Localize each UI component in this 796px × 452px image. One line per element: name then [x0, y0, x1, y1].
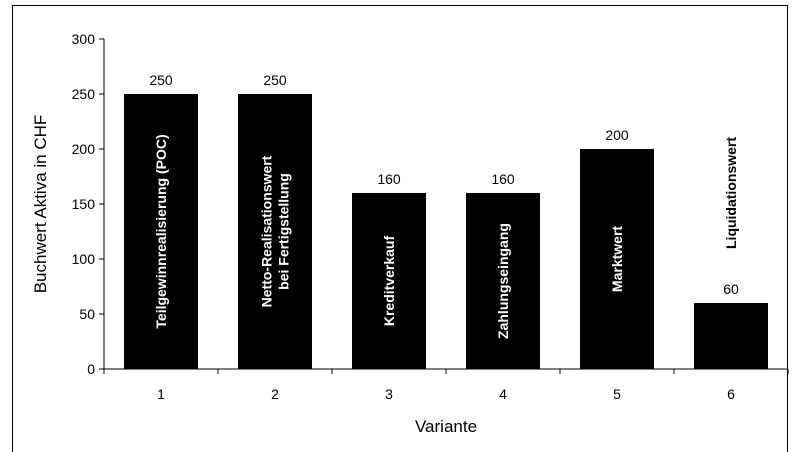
- data-label: 160: [491, 171, 515, 187]
- bar-annotation: bei Fertigstellung: [276, 173, 292, 290]
- x-tick-label: 5: [613, 386, 621, 402]
- y-axis-title: Buchwert Aktiva in CHF: [31, 115, 50, 294]
- x-tick-label: 3: [385, 386, 393, 402]
- bar: [694, 303, 768, 369]
- x-tick-label: 6: [727, 386, 735, 402]
- bar-annotation: Marktwert: [609, 226, 625, 292]
- bar-annotation: Liquidationswert: [723, 137, 739, 249]
- x-tick-label: 2: [271, 386, 279, 402]
- bars: [124, 94, 768, 369]
- y-tick-label: 300: [72, 31, 96, 47]
- x-tick-label: 4: [499, 386, 507, 402]
- bar: [124, 94, 198, 369]
- y-tick-label: 0: [87, 361, 95, 377]
- axes: 0 50 100 150 200 250 300: [72, 31, 789, 377]
- y-tick-label: 250: [72, 86, 96, 102]
- data-label: 60: [723, 281, 739, 297]
- x-tick-label: 1: [157, 386, 165, 402]
- data-label: 160: [377, 171, 401, 187]
- bar: [466, 193, 540, 369]
- bar: [352, 193, 426, 369]
- y-tick-label: 50: [79, 306, 95, 322]
- bar-annotation: Netto-Realisationswert: [259, 155, 275, 307]
- bar: [580, 149, 654, 369]
- data-label: 250: [149, 72, 173, 88]
- y-tick-label: 150: [72, 196, 96, 212]
- bar-annotation: Kreditverkauf: [381, 236, 397, 327]
- bar-annotation: Zahlungseingang: [495, 223, 511, 339]
- bar: [238, 94, 312, 369]
- data-label: 200: [605, 127, 629, 143]
- chart-frame: [12, 5, 788, 452]
- data-label: 250: [263, 72, 287, 88]
- y-tick-label: 200: [72, 141, 96, 157]
- bar-annotation: Teilgewinnrealisierung (POC): [153, 134, 169, 328]
- labels: 1 250 Teilgewinnrealisierung (POC) 2 250 Nett…: [149, 72, 739, 402]
- y-tick-label: 100: [72, 251, 96, 267]
- x-axis-title: Variante: [415, 417, 477, 436]
